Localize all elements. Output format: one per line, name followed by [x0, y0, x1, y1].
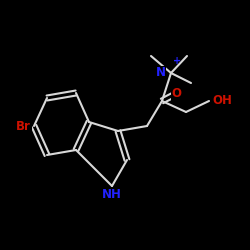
Text: Br: Br	[16, 120, 31, 132]
Text: O: O	[172, 87, 181, 100]
Text: N: N	[156, 66, 166, 80]
Text: OH: OH	[213, 94, 233, 108]
Text: NH: NH	[102, 188, 122, 201]
Text: +: +	[174, 56, 182, 66]
